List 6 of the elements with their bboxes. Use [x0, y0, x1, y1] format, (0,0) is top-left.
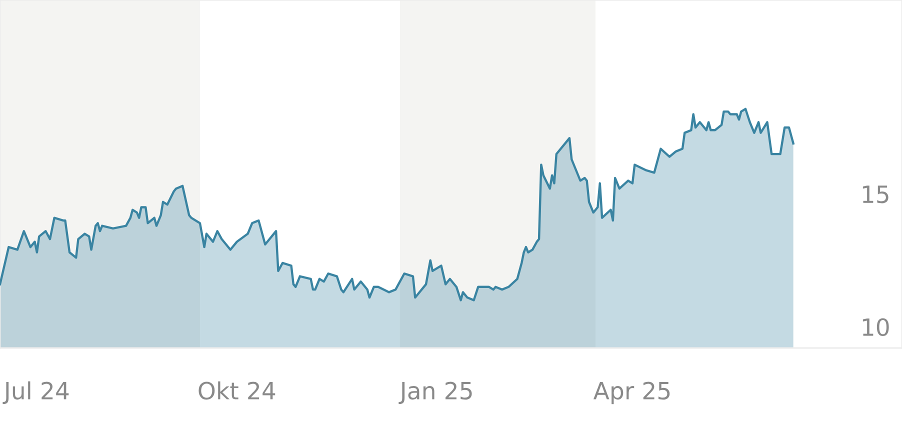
x-tick-label: Jul 24 [2, 381, 69, 404]
x-tick-label: Apr 25 [593, 382, 670, 404]
y-tick-label: 10 [862, 318, 889, 336]
x-tick-label: Okt 24 [198, 381, 276, 400]
x-tick-label: Jan 25 [398, 382, 472, 404]
y-tick-label: 15 [862, 186, 888, 204]
